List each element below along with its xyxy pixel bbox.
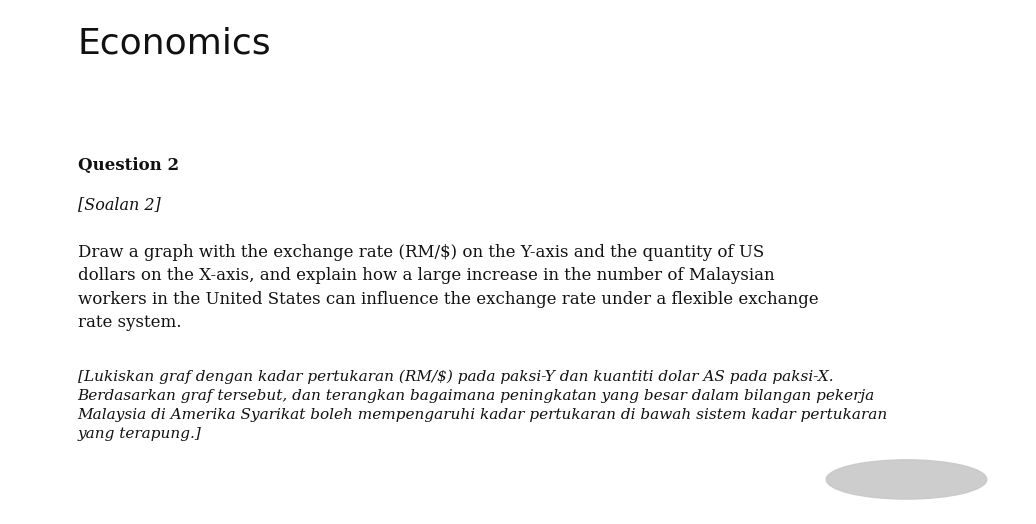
Text: Draw a graph with the exchange rate (RM/$) on the Y-axis and the quantity of US
: Draw a graph with the exchange rate (RM/… xyxy=(78,244,818,331)
Text: Question 2: Question 2 xyxy=(78,157,179,174)
Text: Economics: Economics xyxy=(78,26,271,60)
Text: [Soalan 2]: [Soalan 2] xyxy=(78,196,161,213)
Text: [Lukiskan graf dengan kadar pertukaran (RM/$) pada paksi-Y dan kuantiti dolar AS: [Lukiskan graf dengan kadar pertukaran (… xyxy=(78,369,888,441)
Ellipse shape xyxy=(827,460,986,499)
